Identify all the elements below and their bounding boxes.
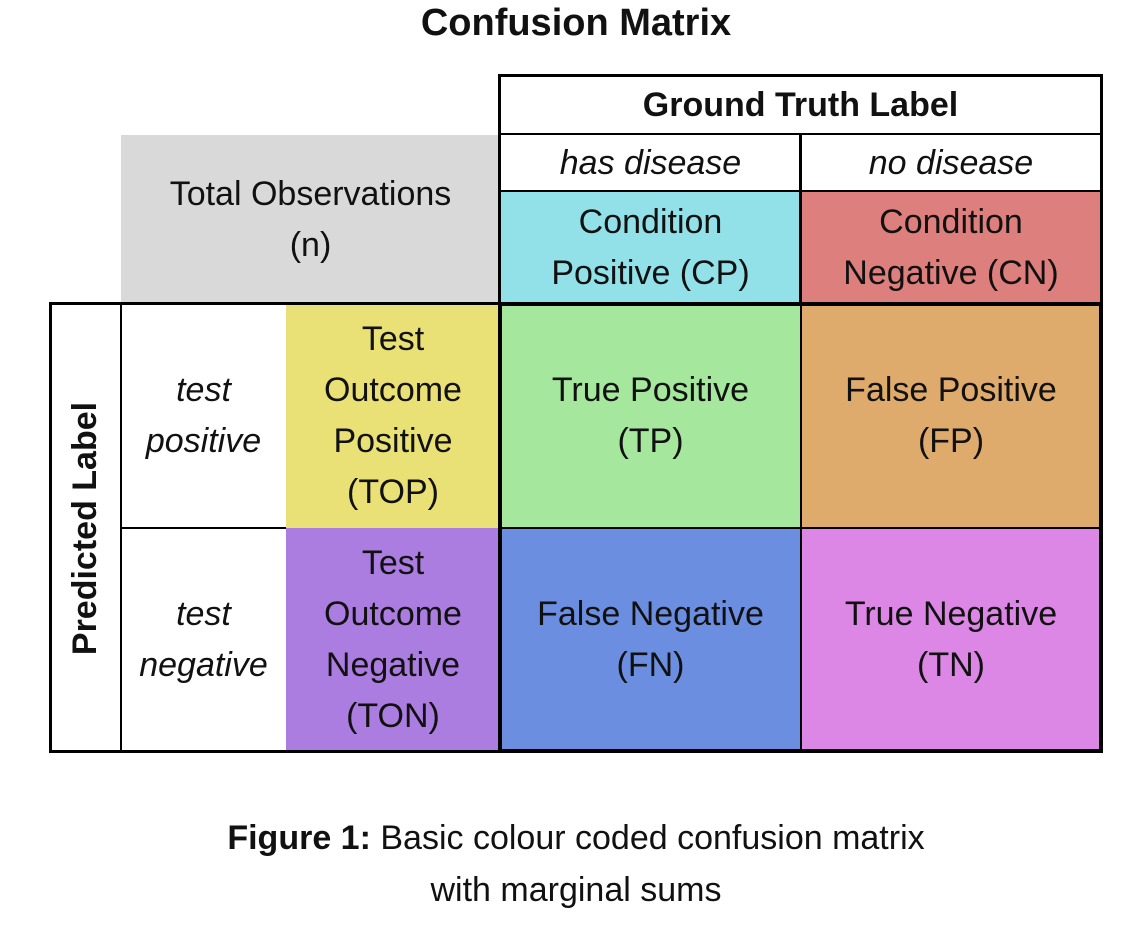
- caption-line1: Basic colour coded confusion matrix: [370, 819, 925, 857]
- condition-negative-line1: Condition: [879, 202, 1023, 241]
- total-observations-n: (n): [289, 225, 332, 264]
- diagram-title: Confusion Matrix: [420, 2, 732, 44]
- pred-row-divider: [120, 527, 286, 529]
- condition-negative-line2: Negative (CN): [843, 253, 1059, 292]
- pred-frame-top: [49, 302, 503, 305]
- test-positive-label: test positive: [145, 371, 262, 460]
- pred-frame-left: [49, 302, 52, 753]
- condition-positive-cell: Condition Positive (CP): [500, 191, 801, 304]
- gt-frame-top: [498, 74, 1103, 77]
- condition-negative-cell: Condition Negative (CN): [801, 191, 1101, 304]
- gt-frame-right: [1100, 74, 1103, 305]
- true-negative-cell: True Negative (TN): [801, 528, 1101, 752]
- no-disease-label: no disease: [868, 143, 1034, 182]
- test-negative-label: test negative: [139, 595, 268, 684]
- pred-frame-bottom: [49, 750, 503, 753]
- condition-positive-line1: Condition: [578, 202, 723, 241]
- caption-label: Figure 1:: [227, 819, 371, 857]
- condition-positive-line2: Positive (CP): [551, 253, 750, 292]
- gt-frame-left: [498, 74, 501, 305]
- total-observations-label: Total Observations: [169, 174, 452, 213]
- true-positive-cell: True Positive (TP): [500, 304, 801, 528]
- test-outcome-positive-cell: Test Outcome Positive (TOP): [286, 304, 500, 528]
- false-positive-cell: False Positive (FP): [801, 304, 1101, 528]
- cp-cn-divider: [799, 191, 802, 305]
- has-disease-label: has disease: [559, 143, 742, 182]
- matrix-column-divider: [800, 302, 802, 753]
- predicted-label: Predicted Label: [66, 401, 105, 655]
- false-negative-cell: False Negative (FN): [500, 528, 801, 752]
- test-outcome-negative-cell: Test Outcome Negative (TON): [286, 528, 500, 752]
- caption-line2: with marginal sums: [430, 871, 722, 909]
- ground-truth-label: Ground Truth Label: [642, 86, 959, 124]
- total-observations-cell: Total Observations (n): [121, 135, 500, 304]
- figure-caption: Figure 1: Basic colour coded confusion m…: [0, 812, 1134, 916]
- gt-column-divider: [799, 133, 802, 192]
